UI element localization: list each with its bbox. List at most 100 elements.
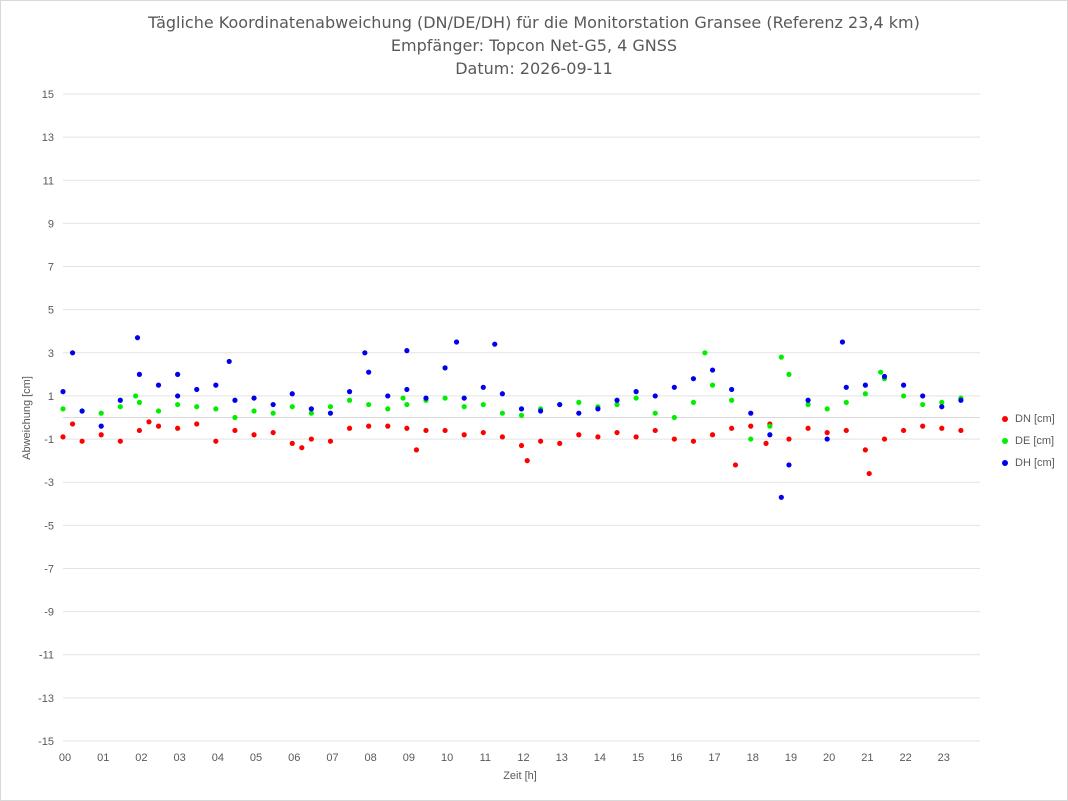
data-point (767, 432, 773, 438)
series-0 (60, 419, 964, 477)
y-tick-label: 7 (48, 262, 54, 274)
data-point (98, 432, 104, 438)
data-point (633, 389, 639, 395)
legend-item-de: DE [cm] (1002, 430, 1055, 452)
data-point (480, 429, 486, 436)
x-tick-label: 12 (517, 752, 529, 764)
legend-item-dh: DH [cm] (1002, 452, 1055, 474)
data-point (748, 423, 754, 429)
data-point (595, 434, 601, 440)
data-point (843, 427, 849, 434)
data-point (843, 399, 849, 406)
y-axis-title: Abweichung [cm] (21, 376, 33, 460)
data-point (423, 395, 429, 401)
data-points (60, 335, 964, 500)
data-point (400, 395, 406, 401)
x-tick-label: 11 (480, 752, 491, 764)
data-point (423, 427, 429, 434)
data-point (132, 393, 139, 399)
data-point (366, 369, 372, 375)
data-point (958, 397, 964, 403)
y-tick-label: 13 (42, 132, 54, 144)
data-point (146, 419, 152, 425)
data-point (194, 404, 200, 410)
data-point (557, 401, 563, 408)
series-2 (60, 335, 964, 500)
y-tick-label: -7 (44, 563, 54, 575)
data-point (614, 397, 620, 403)
data-point (155, 382, 162, 388)
data-point (98, 410, 104, 416)
data-point (442, 395, 448, 401)
data-point (939, 404, 945, 410)
data-point (175, 401, 181, 408)
data-point (327, 404, 334, 410)
series-1 (60, 350, 964, 442)
data-point (117, 438, 123, 444)
data-point (633, 395, 639, 401)
data-point (327, 438, 334, 444)
x-tick-label: 02 (135, 752, 147, 764)
data-point (690, 399, 697, 406)
data-point (175, 393, 181, 399)
data-point (763, 440, 769, 446)
data-point (98, 423, 104, 429)
data-point (404, 348, 410, 354)
data-point (939, 399, 945, 406)
data-point (805, 425, 811, 431)
data-point (232, 427, 238, 434)
chart-title: Tägliche Koordinatenabweichung (DN/DE/DH… (148, 13, 920, 32)
data-point (69, 350, 76, 356)
x-tick-label: 16 (670, 752, 682, 764)
data-point (690, 376, 697, 382)
data-point (308, 406, 314, 412)
data-point (786, 462, 792, 468)
x-tick-label: 20 (823, 752, 835, 764)
data-point (576, 410, 582, 416)
data-point (442, 427, 448, 434)
x-tick-label: 10 (441, 752, 453, 764)
data-point (79, 438, 85, 444)
data-point (786, 371, 792, 377)
x-tick-label: 18 (747, 752, 759, 764)
data-point (251, 432, 257, 438)
data-point (289, 440, 295, 446)
data-point (958, 427, 964, 434)
x-tick-label: 23 (938, 752, 950, 764)
y-tick-label: -15 (38, 736, 54, 748)
data-point (194, 421, 200, 427)
x-tick-label: 17 (708, 752, 720, 764)
data-point (404, 425, 410, 431)
y-tick-label: 9 (48, 218, 54, 230)
data-point (289, 404, 295, 410)
x-tick-label: 03 (174, 752, 186, 764)
data-point (385, 393, 391, 399)
data-point (652, 427, 658, 434)
data-point (213, 382, 219, 388)
x-tick-label: 06 (288, 752, 300, 764)
data-point (878, 369, 884, 375)
data-point (461, 404, 467, 410)
data-point (308, 410, 314, 416)
legend-label-de: DE [cm] (1015, 435, 1055, 447)
data-point (194, 386, 200, 393)
data-point (881, 373, 888, 380)
data-point (671, 384, 677, 390)
data-point (690, 438, 697, 444)
data-point (805, 401, 811, 408)
data-point (136, 427, 143, 434)
y-tick-label: 15 (42, 89, 54, 101)
data-point (299, 445, 305, 451)
x-tick-label: 04 (212, 752, 224, 764)
data-point (524, 458, 530, 464)
data-point (366, 423, 372, 429)
legend: DN [cm] DE [cm] DH [cm] (1002, 408, 1055, 474)
y-tick-label: -13 (38, 693, 54, 705)
x-axis-ticks: 00 01 02 03 04 05 06 07 08 09 10 11 12 13 14 15 16 17 18 19… (59, 752, 950, 764)
chart-subtitle: Empfänger: Topcon Net-G5, 4 GNSS (390, 36, 678, 55)
data-point (748, 410, 754, 416)
data-point (709, 432, 716, 438)
x-tick-label: 01 (97, 752, 109, 764)
data-point (175, 425, 181, 431)
